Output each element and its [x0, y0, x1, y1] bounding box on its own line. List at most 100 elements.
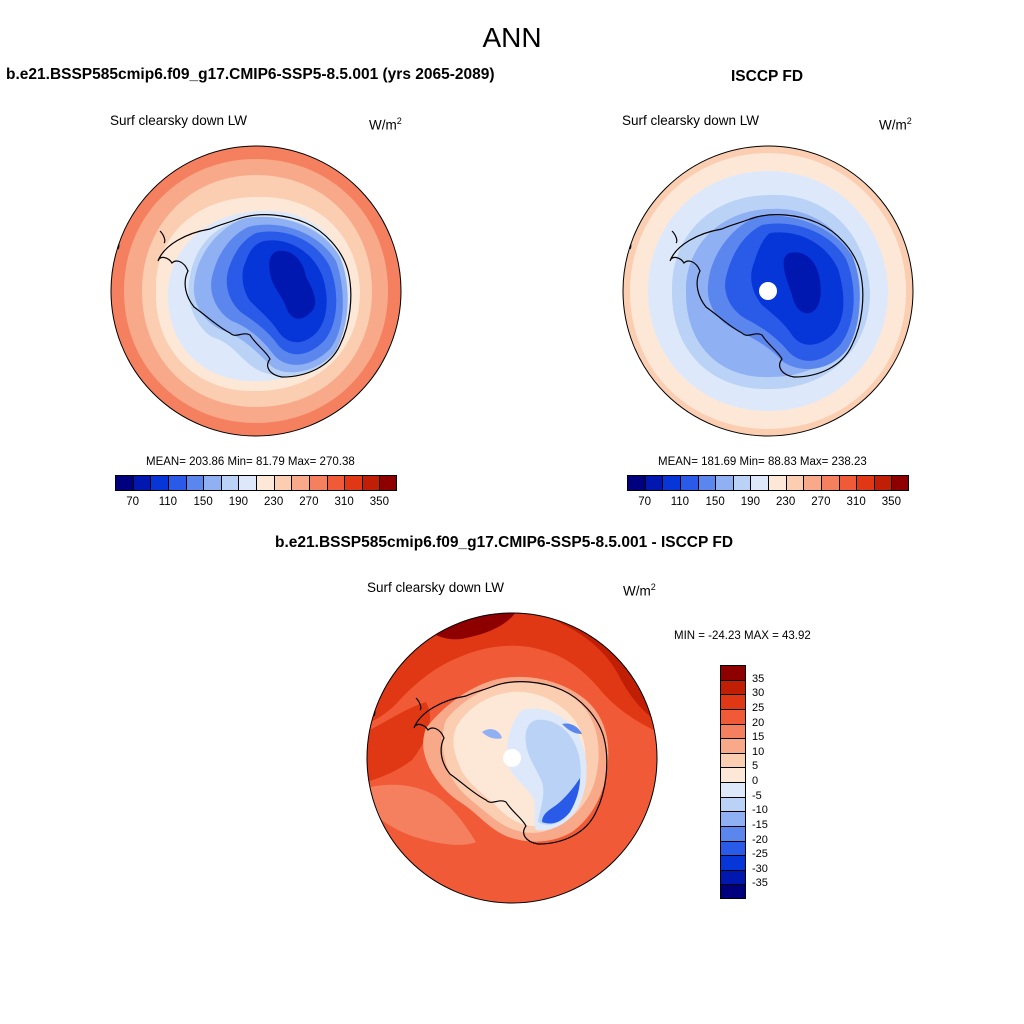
diff-colorbar-swatch [720, 708, 746, 724]
obs-colorbar-labels: 70 110 150 190 230 270 310 350 [627, 496, 909, 512]
diff-colorbar-tick-label: 15 [752, 731, 765, 744]
obs-colorbar-swatch [679, 475, 698, 491]
diff-colorbar-tick-label: -5 [752, 789, 762, 802]
diff-colorbar-swatch [720, 869, 746, 885]
obs-colorbar-swatch [768, 475, 786, 491]
model-colorbar-swatch [132, 475, 151, 491]
model-colorbar-swatch [220, 475, 239, 491]
diff-stats: MIN = -24.23 MAX = 43.92 [674, 630, 811, 642]
diff-colorbar-tick-label: -20 [752, 833, 768, 846]
model-stats: MEAN= 203.86 Min= 81.79 Max= 270.38 [146, 456, 355, 468]
diff-colorbar-tick-label: -15 [752, 818, 768, 831]
obs-variable-label: Surf clearsky down LW [622, 113, 760, 128]
diff-colorbar-swatch [720, 811, 746, 826]
diff-variable-label: Surf clearsky down LW [367, 580, 505, 595]
diff-colorbar-tick-label: 0 [752, 775, 759, 787]
obs-colorbar-tick-label: 70 [638, 496, 652, 508]
model-colorbar-swatch [238, 475, 256, 491]
diff-colorbar-swatch [720, 855, 746, 870]
model-units-label: W/m2 [369, 116, 402, 133]
obs-colorbar-swatch [820, 475, 839, 491]
diff-colorbar-tick-label: 5 [752, 760, 759, 773]
diff-colorbar-tick-label: -25 [752, 848, 768, 861]
model-colorbar-tick-label: 270 [299, 496, 319, 508]
diff-colorbar-labels: 35 30 25 20 15 10 5 0 -5 -10 -15 -20 -25 -30 -35 [752, 665, 792, 899]
model-colorbar-swatch [150, 475, 168, 491]
diff-colorbar-swatch [720, 723, 746, 739]
obs-colorbar-tick-label: 110 [670, 496, 690, 508]
obs-colorbar-swatch [715, 475, 733, 491]
obs-colorbar-swatch [697, 475, 716, 491]
obs-colorbar-swatch [627, 475, 645, 491]
model-colorbar-swatch [256, 475, 274, 491]
diff-colorbar-swatch [720, 752, 746, 768]
model-colorbar-swatch [115, 475, 133, 491]
model-colorbar-swatch [185, 475, 204, 491]
model-colorbar-tick-label: 310 [334, 496, 354, 508]
model-colorbar-swatch [344, 475, 362, 491]
diff-colorbar-swatch [720, 840, 746, 856]
diff-colorbar-tick-label: -30 [752, 862, 768, 875]
model-colorbar [115, 475, 397, 491]
obs-colorbar-tick-label: 150 [705, 496, 725, 508]
obs-colorbar-tick-label: 230 [776, 496, 796, 508]
figure-title: ANN [482, 22, 542, 53]
model-colorbar-swatch [361, 475, 380, 491]
model-colorbar-tick-label: 230 [264, 496, 284, 508]
diff-colorbar-swatch [720, 694, 746, 709]
obs-colorbar-swatch [662, 475, 680, 491]
diff-colorbar-swatch [720, 767, 746, 782]
obs-colorbar-swatch [856, 475, 874, 491]
obs-colorbar-tick-label: 310 [846, 496, 866, 508]
diff-colorbar-swatch [720, 679, 746, 695]
diff-colorbar-swatch [720, 796, 746, 812]
diff-colorbar-tick-label: 30 [752, 687, 765, 700]
model-variable-label: Surf clearsky down LW [110, 113, 248, 128]
diff-colorbar-tick-label: -35 [752, 877, 768, 890]
obs-colorbar-swatch [644, 475, 663, 491]
diff-colorbar-tick-label: 10 [752, 745, 765, 758]
diff-colorbar-swatch [720, 738, 746, 753]
model-polar-map [110, 145, 402, 437]
obs-colorbar-swatch [732, 475, 751, 491]
diff-colorbar-swatch [720, 825, 746, 841]
obs-colorbar [627, 475, 909, 491]
obs-colorbar-tick-label: 190 [740, 496, 760, 508]
obs-colorbar-swatch [803, 475, 821, 491]
obs-colorbar-swatch [838, 475, 857, 491]
model-colorbar-tick-label: 190 [228, 496, 248, 508]
obs-colorbar-swatch [891, 475, 909, 491]
diff-colorbar-swatch [720, 665, 746, 680]
obs-colorbar-swatch [785, 475, 804, 491]
obs-polar-map [622, 145, 914, 437]
diff-colorbar-swatch [720, 884, 746, 899]
obs-panel-title: ISCCP FD [731, 68, 804, 85]
model-colorbar-swatch [379, 475, 397, 491]
diff-colorbar-tick-label: 20 [752, 716, 765, 729]
obs-stats: MEAN= 181.69 Min= 88.83 Max= 238.23 [658, 456, 867, 468]
model-colorbar-swatch [308, 475, 327, 491]
model-colorbar-swatch [326, 475, 345, 491]
diff-colorbar-tick-label: 35 [752, 672, 765, 685]
diff-units-label: W/m2 [623, 582, 656, 599]
obs-units-label: W/m2 [879, 116, 912, 133]
diff-colorbar-tick-label: 25 [752, 701, 765, 714]
obs-colorbar-swatch [750, 475, 768, 491]
diff-colorbar-tick-label: -10 [752, 804, 768, 817]
diff-colorbar [720, 665, 746, 899]
model-colorbar-swatch [291, 475, 309, 491]
diff-panel-title: b.e21.BSSP585cmip6.f09_g17.CMIP6-SSP5-8.… [275, 534, 734, 551]
model-colorbar-tick-label: 350 [369, 496, 389, 508]
obs-colorbar-tick-label: 270 [811, 496, 831, 508]
model-colorbar-tick-label: 110 [158, 496, 178, 508]
model-panel-title: b.e21.BSSP585cmip6.f09_g17.CMIP6-SSP5-8.… [6, 66, 495, 83]
obs-colorbar-tick-label: 350 [881, 496, 901, 508]
model-colorbar-tick-label: 150 [193, 496, 213, 508]
model-colorbar-swatch [273, 475, 292, 491]
diff-polar-map [366, 612, 658, 904]
model-colorbar-labels: 70 110 150 190 230 270 310 350 [115, 496, 397, 512]
model-colorbar-tick-label: 70 [126, 496, 140, 508]
model-colorbar-swatch [203, 475, 221, 491]
obs-colorbar-swatch [873, 475, 892, 491]
model-colorbar-swatch [167, 475, 186, 491]
